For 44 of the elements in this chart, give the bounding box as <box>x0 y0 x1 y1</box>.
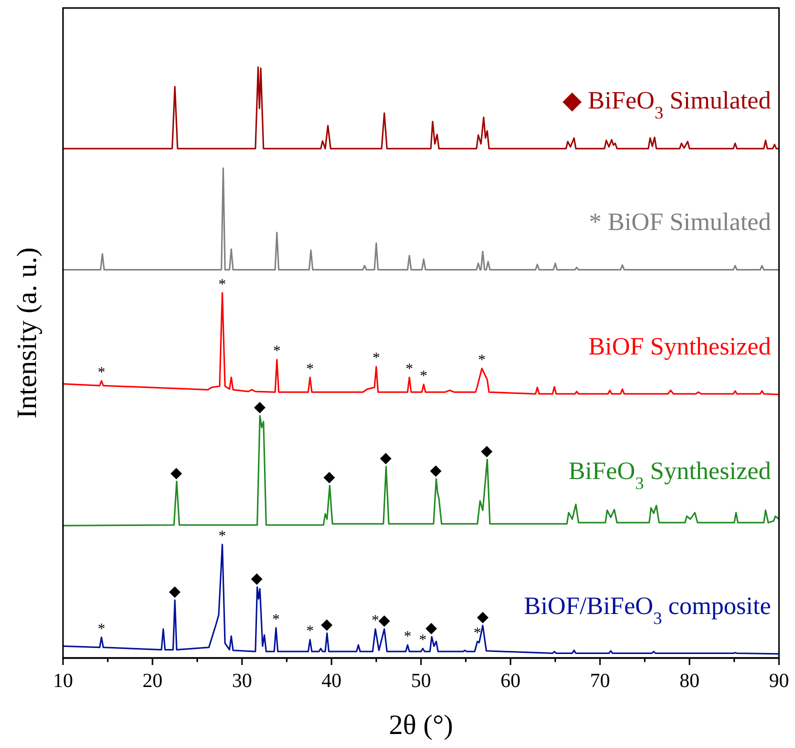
annotation: * <box>372 613 380 630</box>
x-tick-label: 20 <box>142 670 162 692</box>
annotation: * <box>218 276 226 293</box>
annotation: * <box>419 632 427 649</box>
annotation: * <box>406 361 414 378</box>
annotation: * <box>306 624 314 640</box>
annotation: ◆ <box>380 450 392 467</box>
annotation: ◆ <box>254 400 266 416</box>
x-tick-label: 90 <box>769 670 789 692</box>
annotation: * <box>218 528 226 545</box>
annotation: ◆ <box>251 571 264 588</box>
x-tick-label: 60 <box>500 670 520 692</box>
annotation: * <box>474 625 482 642</box>
annotation: * <box>306 361 314 378</box>
annotation: ◆ <box>426 620 438 637</box>
annotation: ◆ <box>430 462 442 479</box>
annotation: ◆ <box>476 610 489 626</box>
annotation: * <box>272 612 280 628</box>
x-tick-label: 40 <box>322 670 342 692</box>
x-tick-label: 10 <box>53 670 73 692</box>
series-label: ◆ BiFeO$_{3}$ Simulated <box>562 88 772 123</box>
x-tick-label: 50 <box>411 670 431 692</box>
annotation: * <box>420 368 428 384</box>
annotation: ◆ <box>324 469 336 486</box>
x-tick-label: 30 <box>232 670 252 692</box>
series-label: * BiOF Simulated <box>589 208 772 236</box>
annotation: * <box>478 352 486 368</box>
x-tick-label: 80 <box>680 670 700 692</box>
annotation: * <box>372 350 380 367</box>
annotation: ◆ <box>481 443 494 460</box>
annotation: ◆ <box>168 584 181 600</box>
annotation: ◆ <box>321 617 334 634</box>
annotation: * <box>98 621 106 638</box>
annotation: * <box>404 629 412 645</box>
series-label: BiOF/BiFeO$_{3}$ composite <box>524 592 771 628</box>
series-label: BiOF Synthesized <box>588 333 772 360</box>
annotation: * <box>98 364 106 381</box>
series-label: BiFeO$_{3}$ Synthesized <box>568 458 772 494</box>
annotation: * <box>273 344 281 360</box>
annotation: ◆ <box>170 465 183 482</box>
x-axis-title: 2θ (°) <box>388 710 454 741</box>
y-axis-title: Intensity (a. u.) <box>12 247 43 419</box>
x-tick-label: 70 <box>590 670 610 692</box>
annotation: ◆ <box>378 613 390 630</box>
